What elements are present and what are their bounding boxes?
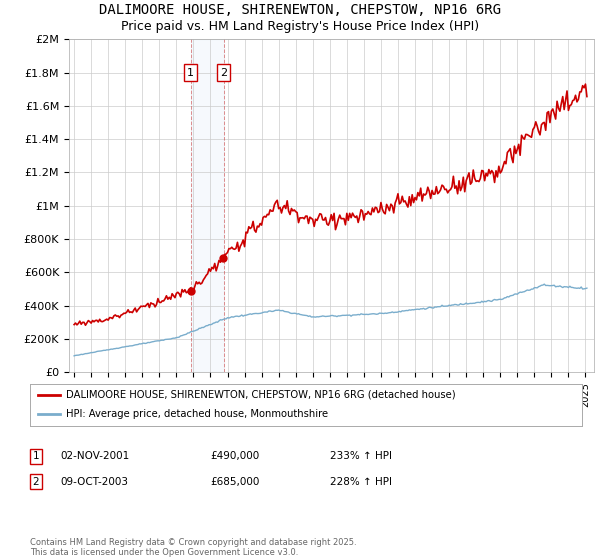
Text: DALIMOORE HOUSE, SHIRENEWTON, CHEPSTOW, NP16 6RG: DALIMOORE HOUSE, SHIRENEWTON, CHEPSTOW, … [99, 3, 501, 17]
Text: 2: 2 [32, 477, 40, 487]
Text: 02-NOV-2001: 02-NOV-2001 [60, 451, 129, 461]
Text: HPI: Average price, detached house, Monmouthshire: HPI: Average price, detached house, Monm… [66, 409, 328, 419]
Text: £685,000: £685,000 [210, 477, 259, 487]
Text: 1: 1 [187, 68, 194, 77]
Text: 233% ↑ HPI: 233% ↑ HPI [330, 451, 392, 461]
Text: 228% ↑ HPI: 228% ↑ HPI [330, 477, 392, 487]
Text: 1: 1 [32, 451, 40, 461]
Text: 09-OCT-2003: 09-OCT-2003 [60, 477, 128, 487]
Text: Price paid vs. HM Land Registry's House Price Index (HPI): Price paid vs. HM Land Registry's House … [121, 20, 479, 32]
Text: Contains HM Land Registry data © Crown copyright and database right 2025.
This d: Contains HM Land Registry data © Crown c… [30, 538, 356, 557]
Text: DALIMOORE HOUSE, SHIRENEWTON, CHEPSTOW, NP16 6RG (detached house): DALIMOORE HOUSE, SHIRENEWTON, CHEPSTOW, … [66, 390, 455, 400]
Bar [191, 39, 224, 372]
Text: 2: 2 [220, 68, 227, 77]
Text: £490,000: £490,000 [210, 451, 259, 461]
